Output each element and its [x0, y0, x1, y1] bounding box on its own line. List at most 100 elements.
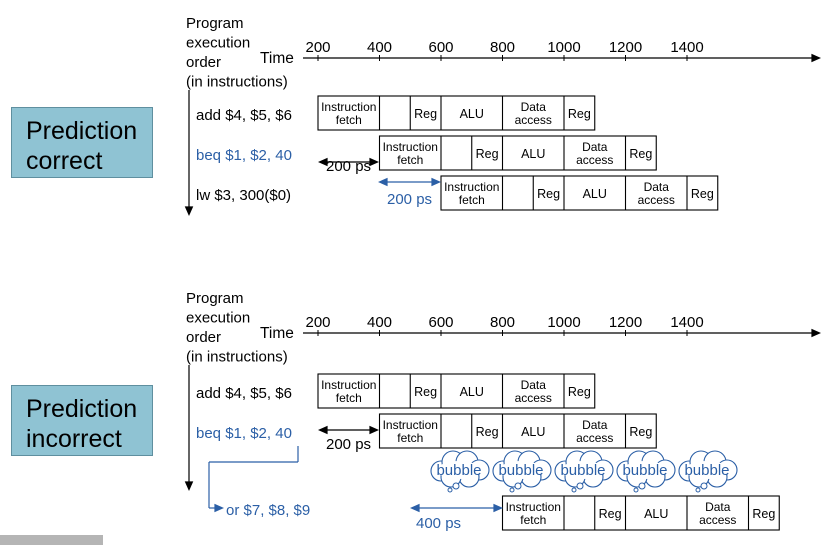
panel-0-axis-header-1: execution: [186, 35, 250, 52]
bubble-0-core: [437, 461, 481, 479]
bubble-0-label: bubble: [436, 462, 481, 479]
panel-0-time-label: Time: [260, 50, 294, 67]
panel-0-instr-0-stage-reg-1: Reg: [414, 107, 437, 121]
panel-0-instr-0-outline: [317, 95, 596, 131]
bubble-1: bubble: [492, 450, 552, 493]
panel-0-instr-1-stage-ifetch-0-line2: fetch: [397, 153, 423, 167]
bubble-2-tail-b: [571, 487, 577, 493]
panel-1-branch-arrow: [214, 503, 224, 513]
bubble-2-core: [561, 461, 605, 479]
panel-0-gap-0-arrow-right: [369, 157, 379, 167]
panel-1-order-axis-arrow: [184, 481, 194, 491]
panel-0-instr-0-stage-alu-2: ALU: [460, 107, 484, 121]
panel-0-instr-2-text: lw $3, 300($0): [196, 187, 291, 204]
bubble-4: bubble: [678, 450, 738, 493]
panel-0-instr-0-stage-reg-4: Reg: [568, 107, 591, 121]
panel-1-instr-0-stage-reg-1: Reg: [414, 385, 437, 399]
bubble-3-tail-a: [638, 482, 646, 490]
panel-1-instr-1-stage-alu-2: ALU: [521, 425, 545, 439]
panel-0-instr-2-stage-reg-1: Reg: [537, 187, 560, 201]
panel-1-instr-0-text: add $4, $5, $6: [196, 385, 292, 402]
panel-1-instr-1-stage-ifetch-0-line1: Instruction: [383, 418, 438, 432]
panel-0-instr-0-stage-dm-3-line2: access: [515, 113, 552, 127]
panel-1-tick-label-4: 1000: [547, 314, 580, 331]
panel-0-tick-label-6: 1400: [670, 39, 703, 56]
bubble-1-core: [499, 461, 543, 479]
panel-1-tick-label-0: 200: [305, 314, 330, 331]
panel-1-instr-0-stage-alu-2: ALU: [460, 385, 484, 399]
panel-0-instr-1-stage-alu-2: ALU: [521, 147, 545, 161]
bubble-0-tail-b: [447, 487, 453, 493]
panel-0-tick-label-1: 400: [367, 39, 392, 56]
panel-0-tick-label-0: 200: [305, 39, 330, 56]
panel-1-instr-0-stage-reg-4: Reg: [568, 385, 591, 399]
panel-0-instr-2-stage-dm-3-line2: access: [638, 193, 675, 207]
panel-0-gap-1-label: 200 ps: [387, 191, 432, 208]
panel-1-axis-header-0: Program: [186, 290, 244, 307]
panel-1-instr-2-stage-alu-2: ALU: [644, 507, 668, 521]
panel-1-instr-0-stage-dm-3-line2: access: [515, 391, 552, 405]
panel-0-instr-0-stage-ifetch-0-line1: Instruction: [321, 100, 376, 114]
panel-0-tick-label-3: 800: [490, 39, 515, 56]
panel-0-instr-1-stage-dm-3-line2: access: [576, 153, 613, 167]
panel-0-axis-header-2: order: [186, 54, 221, 71]
bubble-4-label: bubble: [684, 462, 729, 479]
panel-1-instr-1-stage-dm-3-line1: Data: [582, 418, 608, 432]
panel-0-instr-1-outline: [378, 135, 657, 171]
panel-0-instr-2-stage-reg-4: Reg: [691, 187, 714, 201]
panel-1-instr-1-stage-dm-3-line2: access: [576, 431, 613, 445]
panel-1-instr-1-stage-ifetch-0-line2: fetch: [397, 431, 423, 445]
bubble-4-tail-a: [700, 482, 708, 490]
panel-1-tick-label-5: 1200: [609, 314, 642, 331]
panel-1-instr-2-stage-dm-3-line2: access: [699, 513, 736, 527]
bubble-2: bubble: [554, 450, 614, 493]
panel-0-axis-header-3: (in instructions): [186, 74, 288, 91]
bubble-3: bubble: [616, 450, 676, 493]
footer-bar: [0, 535, 103, 545]
bubble-1-tail-b: [509, 487, 515, 493]
panel-1-axis-header-2: order: [186, 329, 221, 346]
bubble-3-label: bubble: [622, 462, 667, 479]
panel-1-instr-1-text: beq $1, $2, 40: [196, 425, 292, 442]
panel-0-instr-1-stage-dm-3-line1: Data: [582, 140, 608, 154]
panel-1-axis-header-3: (in instructions): [186, 349, 288, 366]
panel-1-instr-2-stage-dm-3-line1: Data: [705, 500, 731, 514]
panel-0-instr-2-stage-ifetch-0-line2: fetch: [459, 193, 485, 207]
panel-1-instr-1-stage-reg-4: Reg: [629, 425, 652, 439]
panel-0-axis-header-0: Program: [186, 15, 244, 32]
panel-1-instr-0-stage-dm-3-line1: Data: [521, 378, 547, 392]
panel-1-tick-label-2: 600: [428, 314, 453, 331]
panel-1-instr-2-stage-reg-4: Reg: [752, 507, 775, 521]
panel-0-order-axis-arrow: [184, 206, 194, 216]
panel-1-instr-1-outline: [378, 413, 657, 449]
bubble-0: bubble: [430, 450, 490, 493]
panel-0-tick-label-5: 1200: [609, 39, 642, 56]
panel-0-gap-0-arrow-left: [318, 157, 328, 167]
panel-0-instr-0-text: add $4, $5, $6: [196, 107, 292, 124]
panel-1-gap-0-arrow-left: [318, 425, 328, 435]
panel-0-tick-label-2: 600: [428, 39, 453, 56]
panel-0-gap-0-label: 200 ps: [326, 158, 371, 175]
bubble-1-tail-a: [514, 482, 522, 490]
panel-1-instr-2-stage-ifetch-0-line1: Instruction: [506, 500, 561, 514]
bubble-2-tail-a: [576, 482, 584, 490]
panel-1-instr-2-text: or $7, $8, $9: [226, 502, 310, 519]
bubble-4-core: [685, 461, 729, 479]
panel-1-tick-label-6: 1400: [670, 314, 703, 331]
panel-1-axis-header-1: execution: [186, 310, 250, 327]
panel-1-time-label: Time: [260, 325, 294, 342]
bubble-4-tail-b: [695, 487, 701, 493]
panel-0-gap-1-arrow-left: [378, 177, 388, 187]
bubble-3-core: [623, 461, 667, 479]
prediction-incorrect-label: Prediction incorrect: [11, 385, 153, 456]
panel-1-gap-1-arrow-left: [410, 503, 420, 513]
panel-0-instr-2-stage-alu-2: ALU: [583, 187, 607, 201]
bubble-1-label: bubble: [498, 462, 543, 479]
panel-0-instr-1-stage-ifetch-0-line1: Instruction: [383, 140, 438, 154]
panel-0-gap-1-arrow-right: [431, 177, 441, 187]
panel-0-instr-1-stage-reg-1: Reg: [476, 147, 499, 161]
panel-1-instr-1-stage-reg-1: Reg: [476, 425, 499, 439]
panel-1-instr-2-stage-reg-1: Reg: [599, 507, 622, 521]
